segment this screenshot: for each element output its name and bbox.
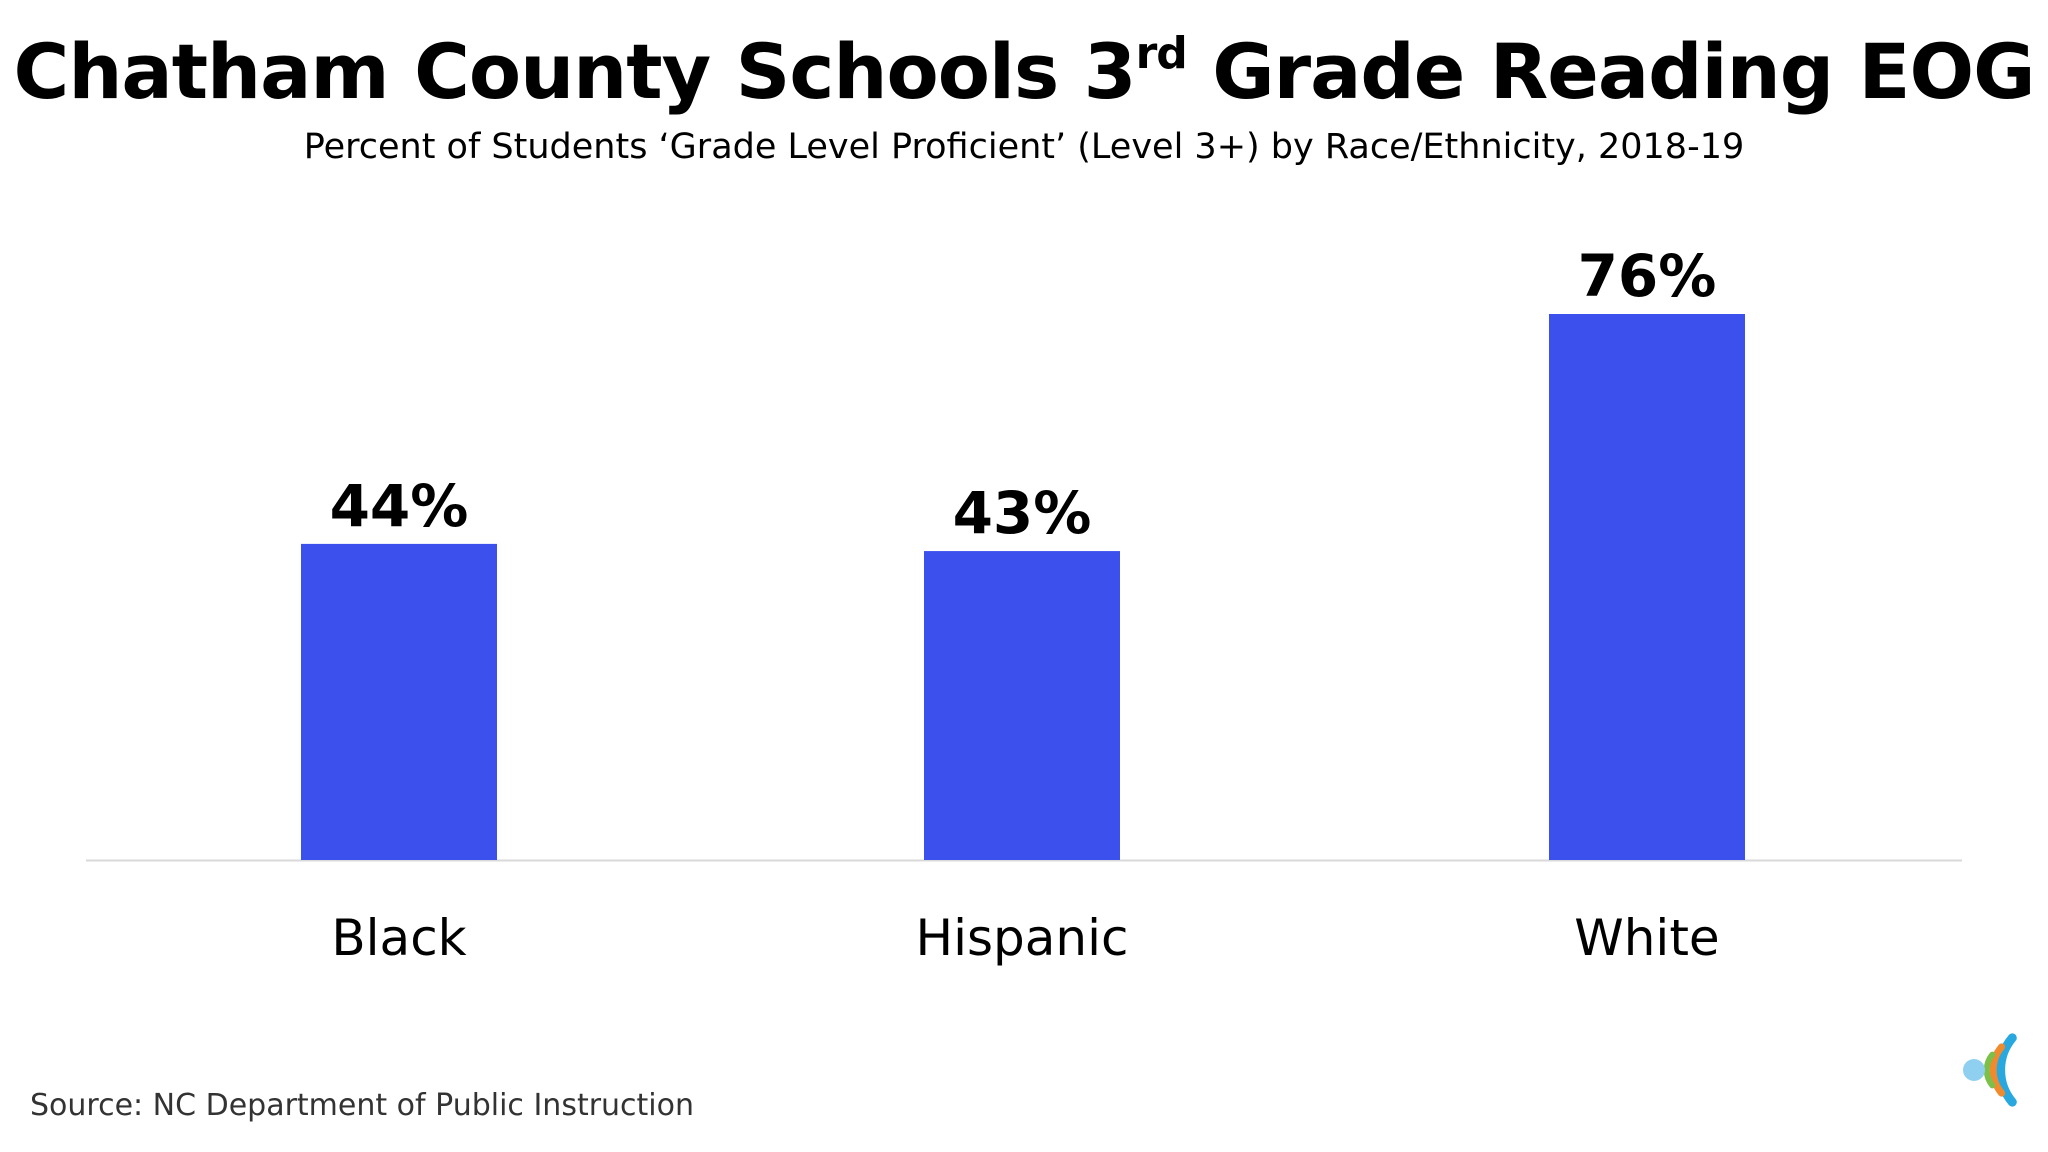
logo-middle-arc (1989, 1043, 2006, 1097)
logo-inner-arc (1983, 1051, 1996, 1089)
title-end: Grade Reading EOG (1186, 27, 2035, 116)
logo-center-dot (1963, 1059, 1985, 1081)
page-title: Chatham County Schools 3rd Grade Reading… (0, 22, 2048, 122)
category-label-white: White (1574, 909, 1719, 967)
concentric-c-logo-icon (1963, 1033, 2017, 1107)
data-label-black: 44% (330, 472, 469, 540)
category-label-black: Black (331, 909, 466, 967)
data-label-hispanic: 43% (953, 479, 1092, 547)
bar-black (301, 543, 497, 860)
bar-white (1549, 314, 1745, 860)
category-label-hispanic: Hispanic (916, 909, 1129, 967)
bar-hispanic (924, 551, 1120, 860)
title-main: Chatham County Schools 3 (13, 27, 1137, 116)
chart-subtitle: Percent of Students ‘Grade Level Profici… (303, 127, 1745, 167)
title-superscript: rd (1135, 28, 1188, 79)
source-note: Source: NC Department of Public Instruct… (30, 1088, 695, 1123)
logo-outer-arc (1996, 1033, 2017, 1107)
data-label-white: 76% (1578, 242, 1717, 310)
